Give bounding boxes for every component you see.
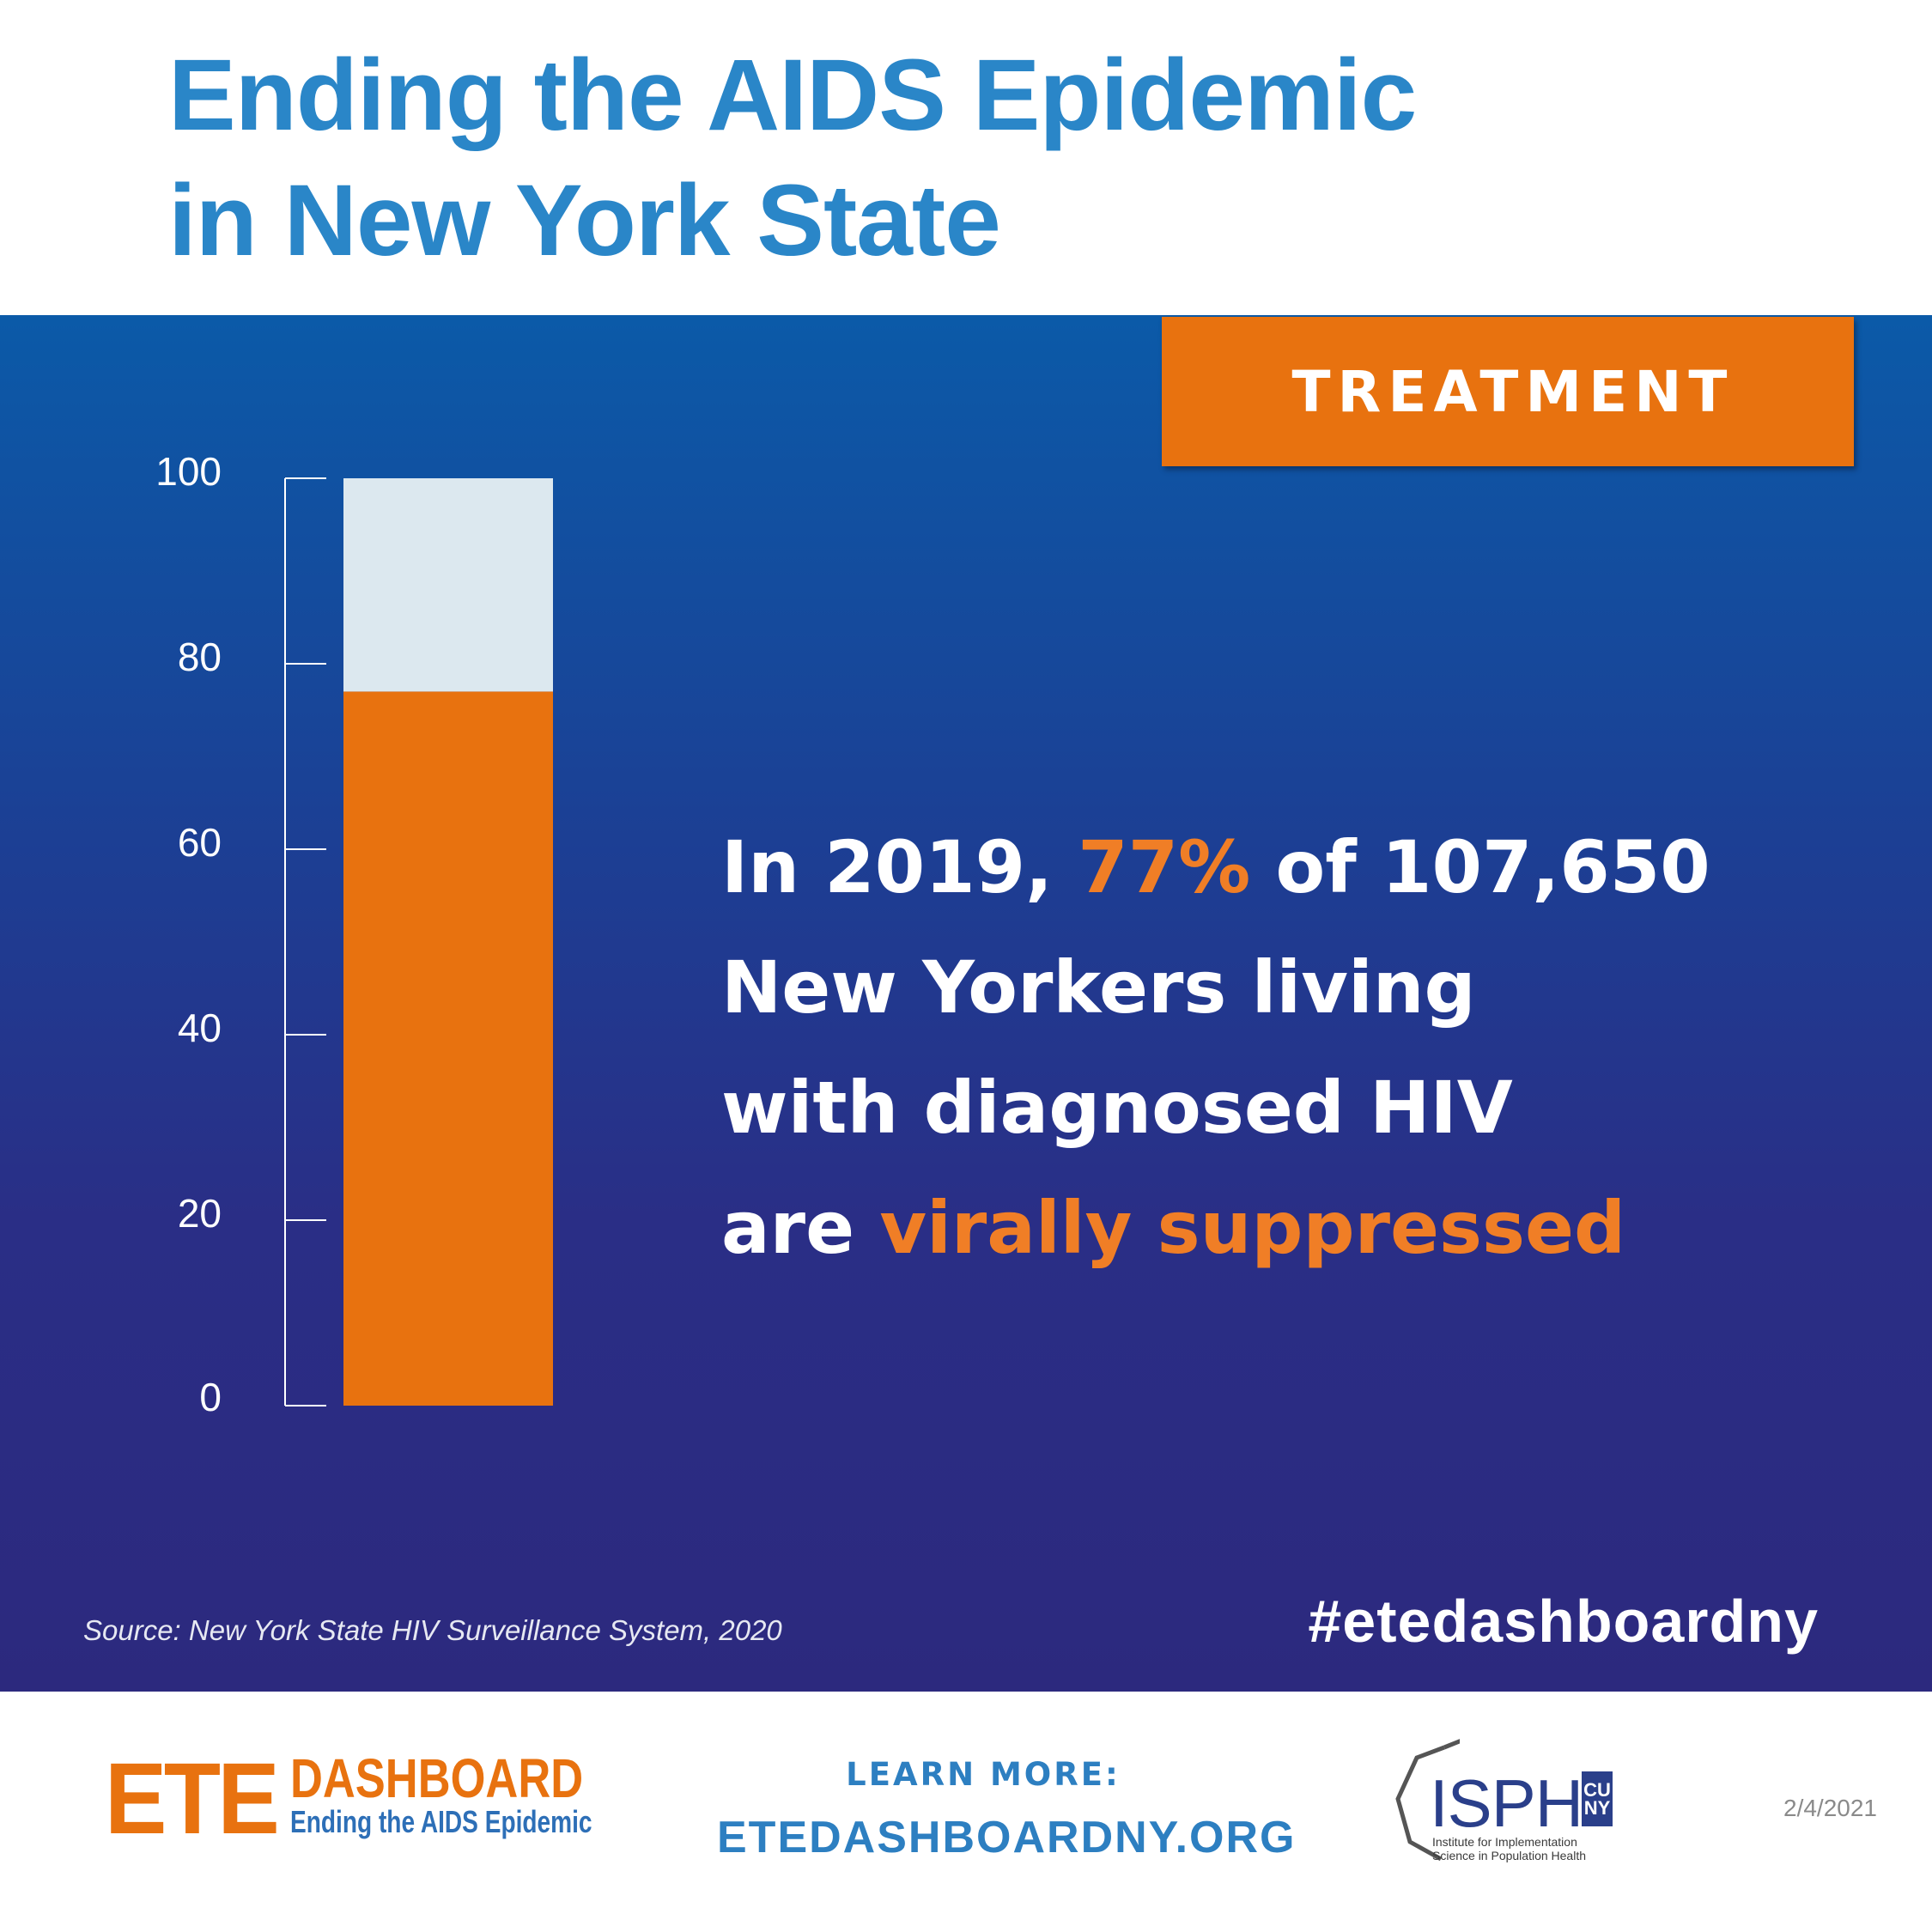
treatment-badge: TREATMENT	[1162, 317, 1854, 466]
statistic-statement: In 2019, 77% of 107,650 New Yorkers livi…	[721, 807, 1838, 1288]
percent-highlight: 77%	[1078, 825, 1251, 909]
isph-cuny-logo[interactable]: ISPH CU NY Institute for Implementation …	[1391, 1739, 1640, 1876]
statement-line-1-suffix: of 107,650	[1250, 825, 1710, 909]
cuny-mark-top: CU	[1583, 1779, 1611, 1801]
ete-logo-dashboard: DASHBOARD	[289, 1747, 583, 1809]
learn-more: LEARN MORE: ETEDASHBOARDNY.ORG	[717, 1756, 1297, 1863]
statement-line-4-prefix: are	[721, 1186, 880, 1270]
isph-caption: Institute for Implementation Science in …	[1432, 1835, 1638, 1862]
isph-caption-line-2: Science in Population Health	[1432, 1849, 1587, 1862]
y-tick-label-0: 0	[199, 1375, 222, 1419]
y-tick-label-100: 100	[155, 449, 222, 494]
bar-chart: 0 20 40 60 80 100	[155, 449, 553, 1419]
cuny-mark-bottom: NY	[1583, 1797, 1611, 1819]
statement-line-1: In 2019, 77% of 107,650	[721, 807, 1838, 927]
isph-logo-text: ISPH	[1430, 1765, 1583, 1841]
page-title: Ending the AIDS Epidemic in New York Sta…	[168, 33, 1417, 283]
publish-date: 2/4/2021	[1783, 1795, 1877, 1821]
y-tick-label-40: 40	[178, 1005, 222, 1050]
statement-line-2: New Yorkers living	[721, 945, 1476, 1030]
hashtag: #etedashboardny	[1308, 1588, 1819, 1655]
title-line-2: in New York State	[168, 164, 1001, 277]
ete-logo-big: ETE	[105, 1742, 280, 1856]
main-panel	[0, 315, 1932, 1692]
bar-remainder	[343, 478, 553, 692]
source-note: Source: New York State HIV Surveillance …	[83, 1614, 782, 1646]
isph-caption-line-1: Institute for Implementation	[1432, 1835, 1577, 1849]
y-tick-label-60: 60	[178, 820, 222, 865]
learn-more-label: LEARN MORE:	[846, 1756, 1121, 1793]
ete-logo-right: DASHBOARD Ending the AIDS Epidemic	[289, 1747, 677, 1839]
treatment-badge-label: TREATMENT	[1291, 358, 1735, 425]
isph-hexagon-icon	[1395, 1739, 1460, 1862]
title-line-1: Ending the AIDS Epidemic	[168, 39, 1417, 152]
cuny-mark: CU NY	[1582, 1771, 1613, 1826]
statement-line-1-prefix: In 2019,	[721, 825, 1078, 909]
statement-line-3: with diagnosed HIV	[721, 1066, 1513, 1150]
suppressed-highlight: virally suppressed	[879, 1186, 1626, 1270]
ete-dashboard-logo[interactable]: ETE DASHBOARD Ending the AIDS Epidemic	[105, 1742, 677, 1856]
learn-more-link[interactable]: ETEDASHBOARDNY.ORG	[717, 1813, 1297, 1862]
ete-logo-subtitle: Ending the AIDS Epidemic	[289, 1804, 592, 1839]
bar-suppressed	[343, 691, 553, 1406]
statement-line-4: are virally suppressed	[721, 1168, 1838, 1288]
y-tick-label-80: 80	[178, 635, 222, 679]
y-tick-label-20: 20	[178, 1191, 222, 1236]
